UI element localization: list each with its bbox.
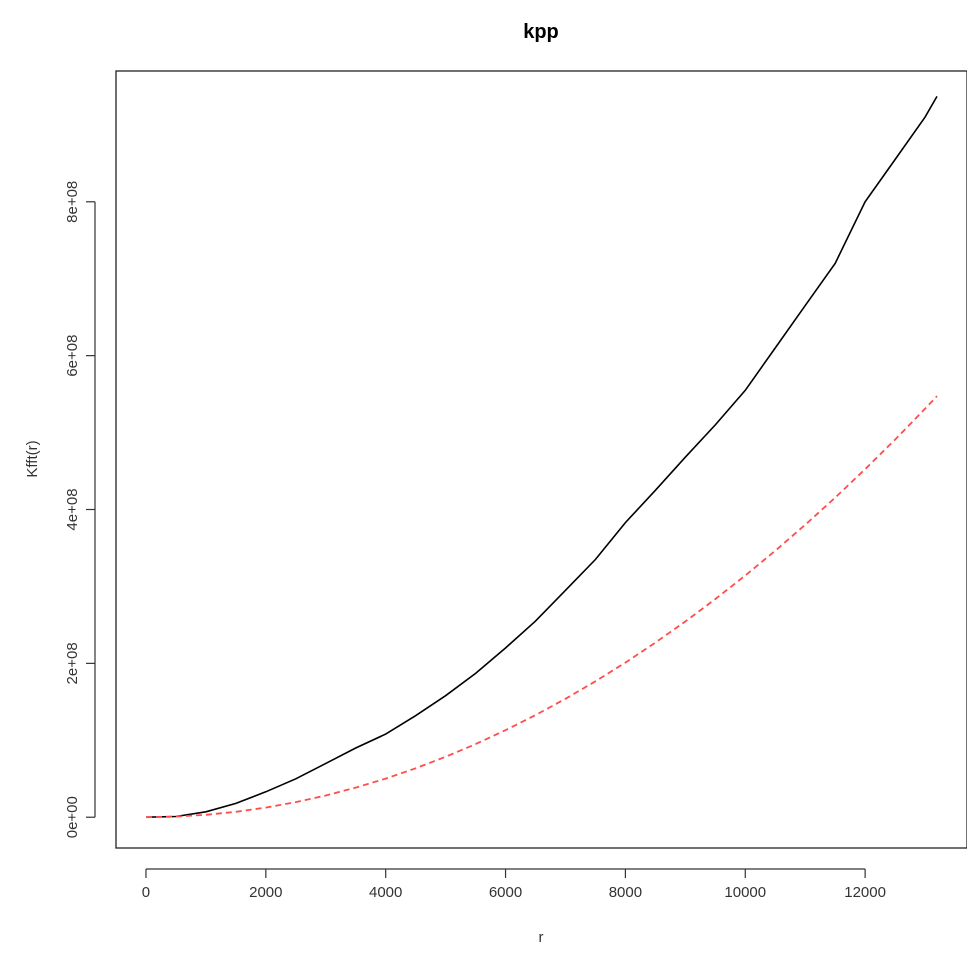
y-tick-label: 0e+00 <box>64 796 81 838</box>
x-tick-label: 6000 <box>489 884 522 901</box>
y-tick-label: 2e+08 <box>64 642 81 684</box>
y-tick-label: 4e+08 <box>64 488 81 530</box>
series-layer <box>145 96 938 819</box>
y-tick-label: 8e+08 <box>64 181 81 223</box>
y-axis: 0e+00 2e+08 4e+08 6e+08 8e+08 <box>64 181 96 838</box>
x-tick-label: 10000 <box>724 884 766 901</box>
x-tick-label: 2000 <box>249 884 282 901</box>
y-tick-label: 6e+08 <box>64 335 81 377</box>
plot-frame <box>115 70 967 849</box>
x-axis: 0 2000 4000 6000 8000 10000 12000 <box>142 868 886 901</box>
x-tick-label: 4000 <box>369 884 402 901</box>
x-tick-label: 8000 <box>609 884 642 901</box>
series-line-1 <box>145 96 938 818</box>
x-tick-label: 0 <box>142 884 150 901</box>
x-tick-label: 12000 <box>844 884 886 901</box>
x-axis-label: r <box>539 929 544 946</box>
chart-title: kpp <box>523 21 559 43</box>
series-line-2 <box>145 395 938 819</box>
y-axis-label: Kfft(r) <box>24 440 41 477</box>
